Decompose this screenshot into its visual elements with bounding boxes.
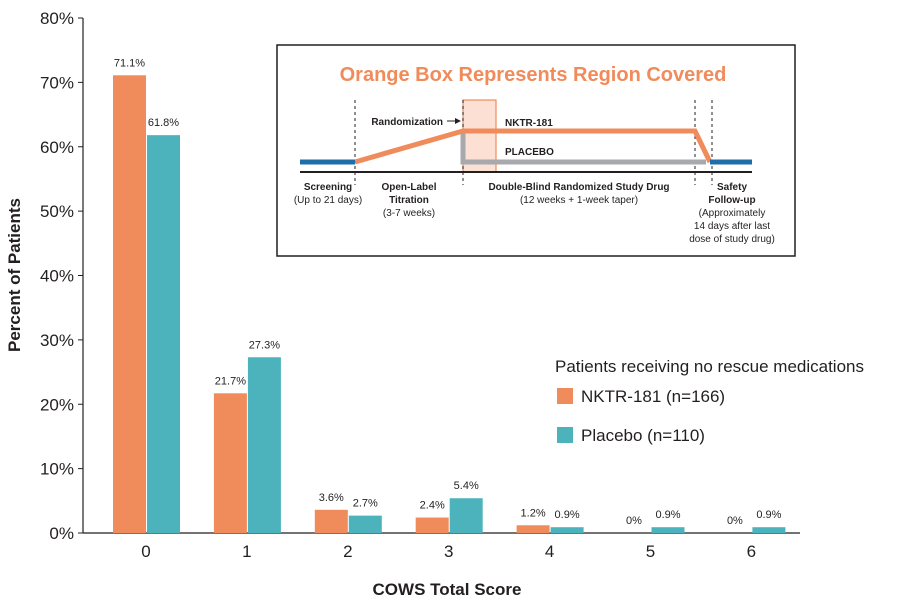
inset-label: (3-7 weeks) (383, 208, 435, 219)
inset-label: Double-Blind Randomized Study Drug (488, 182, 669, 193)
y-tick-label: 80% (40, 9, 74, 28)
bar (752, 527, 786, 533)
x-tick-label: 2 (343, 542, 352, 561)
legend-label: NKTR-181 (n=166) (581, 387, 725, 406)
y-tick-label: 50% (40, 202, 74, 221)
inset-label: dose of study drug) (689, 234, 775, 245)
x-axis-label: COWS Total Score (373, 580, 522, 599)
inset-title: Orange Box Represents Region Covered (340, 64, 727, 86)
value-label: 0.9% (555, 509, 580, 521)
inset-label: Safety (717, 182, 747, 193)
y-tick-label: 30% (40, 331, 74, 350)
bar (449, 498, 483, 533)
value-label: 5.4% (454, 480, 479, 492)
bar (147, 135, 180, 533)
bar (550, 527, 584, 533)
bar (348, 515, 382, 533)
value-label: 71.1% (114, 57, 145, 69)
bar (113, 75, 146, 533)
legend-swatch (557, 427, 573, 443)
legend-swatch (557, 388, 573, 404)
inset-label: Randomization (371, 117, 443, 128)
legend-label: Placebo (n=110) (581, 426, 705, 445)
bar (247, 357, 281, 533)
bar (314, 509, 348, 533)
inset-label: (Up to 21 days) (294, 195, 362, 206)
legend-title: Patients receiving no rescue medications (555, 357, 864, 376)
value-label: 27.3% (249, 339, 280, 351)
inset-label: Titration (389, 195, 429, 206)
x-tick-label: 6 (747, 542, 756, 561)
inset-diagram: Orange Box Represents Region Covered Ran… (276, 44, 796, 257)
inset-label: NKTR-181 (505, 118, 553, 129)
y-tick-label: 10% (40, 460, 74, 479)
bar (415, 517, 449, 533)
inset-label: Open-Label (381, 182, 436, 193)
value-label: 1.2% (521, 507, 546, 519)
bar (213, 393, 247, 533)
inset-frame (276, 44, 796, 257)
y-tick-label: 20% (40, 395, 74, 414)
value-label: 2.7% (353, 498, 378, 510)
inset-label: Follow-up (708, 195, 755, 206)
inset-label: Screening (304, 182, 352, 193)
value-label: 61.8% (148, 117, 179, 129)
value-label: 0% (727, 515, 743, 527)
x-tick-label: 0 (141, 542, 150, 561)
value-label: 0.9% (756, 509, 781, 521)
x-tick-label: 4 (545, 542, 554, 561)
y-tick-label: 70% (40, 73, 74, 92)
y-axis-label: Percent of Patients (5, 198, 24, 352)
y-tick-label: 40% (40, 267, 74, 286)
y-tick-label: 60% (40, 138, 74, 157)
x-tick-label: 1 (242, 542, 251, 561)
value-label: 0.9% (655, 509, 680, 521)
x-tick-label: 3 (444, 542, 453, 561)
value-label: 0% (626, 515, 642, 527)
arrow-head (455, 118, 461, 124)
nktr-line (354, 128, 713, 165)
y-tick-label: 0% (49, 524, 74, 543)
inset-label: 14 days after last (694, 221, 770, 232)
inset-label: (Approximately (699, 208, 766, 219)
bar (651, 527, 685, 533)
inset-label: (12 weeks + 1-week taper) (520, 195, 638, 206)
inset-label: PLACEBO (505, 147, 554, 158)
x-tick-label: 5 (646, 542, 655, 561)
bar (516, 525, 550, 533)
value-label: 3.6% (319, 492, 344, 504)
placebo-line (460, 131, 706, 165)
value-label: 21.7% (215, 375, 246, 387)
value-label: 2.4% (420, 500, 445, 512)
